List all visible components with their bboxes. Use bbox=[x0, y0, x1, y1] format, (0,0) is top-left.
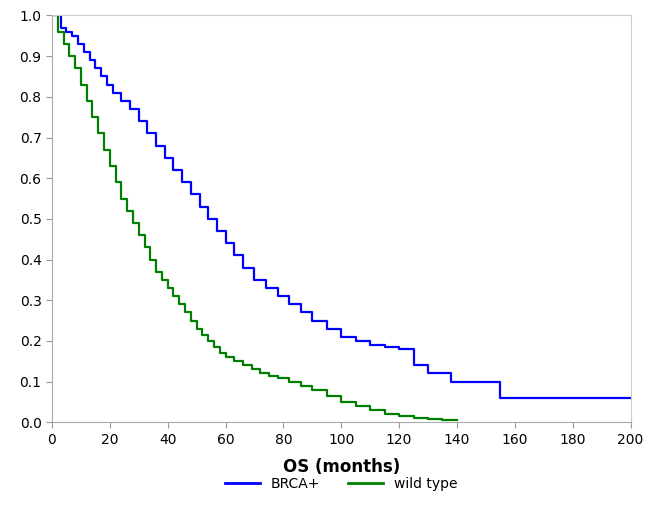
X-axis label: OS (months): OS (months) bbox=[283, 458, 400, 476]
Legend: BRCA+, wild type: BRCA+, wild type bbox=[220, 472, 463, 497]
